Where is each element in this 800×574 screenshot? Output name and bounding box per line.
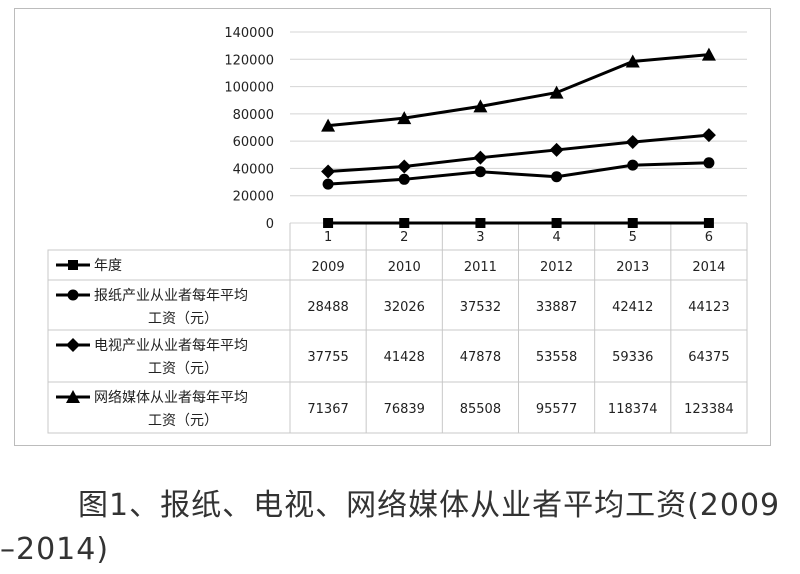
table-cell-value: 37532 [460,300,501,315]
series-name-line: 工资（元） [148,311,218,327]
y-tick-label: 40000 [233,162,274,177]
series-name-line: 报纸产业从业者每年平均 [94,288,248,304]
y-tick-label: 120000 [224,53,274,68]
table-cell-value: 28488 [307,300,348,315]
data-point [701,47,716,61]
table-cell-value: 71367 [307,402,348,417]
x-tick-label: 1 [324,230,332,245]
legend-marker [67,289,79,301]
table-cell-value: 42412 [612,300,653,315]
table-cell-value: 123384 [684,402,734,417]
data-point [549,85,564,99]
data-point [323,218,334,228]
table-cell-value: 95577 [536,402,577,417]
y-tick-label: 140000 [224,26,274,41]
y-tick-label: 0 [266,217,274,232]
x-tick-label: 6 [705,230,713,245]
table-cell-value: 2014 [692,260,725,275]
data-point [321,164,336,179]
table-cell-value: 32026 [384,300,425,315]
data-point [397,159,412,174]
data-point [398,173,410,185]
data-point [474,166,486,178]
table-cell-value: 64375 [688,350,729,365]
series-name-line: 电视产业从业者每年平均 [94,338,248,354]
table-cell-value: 44123 [688,300,729,315]
table-cell-value: 33887 [536,300,577,315]
data-point [397,111,412,125]
y-tick-label: 80000 [233,108,274,123]
data-point [473,150,488,165]
chart-frame [14,8,771,446]
data-point [473,99,488,113]
table-cell-value: 76839 [384,402,425,417]
data-point [625,54,640,68]
data-point [551,171,563,183]
series-name-line: 网络媒体从业者每年平均 [94,390,248,406]
y-tick-label: 60000 [233,135,274,150]
table-cell-value: 2011 [464,260,497,275]
data-point [322,178,334,190]
x-tick-label: 2 [400,230,408,245]
data-point [627,218,638,228]
x-tick-label: 4 [552,230,560,245]
data-point [321,118,336,132]
data-point [703,157,715,169]
table-cell-value: 118374 [608,402,658,417]
data-point [549,142,564,157]
y-tick-label: 20000 [233,190,274,205]
y-tick-label: 100000 [224,81,274,96]
table-cell-value: 2010 [388,260,421,275]
data-point [475,218,486,228]
table-cell-value: 2012 [540,260,573,275]
table-cell-value: 37755 [307,350,348,365]
table-cell-value: 85508 [460,402,501,417]
x-tick-label: 5 [629,230,637,245]
data-point [551,218,562,228]
series-name: 年度 [94,258,122,274]
data-point [625,135,640,150]
data-point [703,218,714,228]
table-cell-value: 47878 [460,350,501,365]
table-cell-value: 2009 [312,260,345,275]
data-point [399,218,410,228]
series-line [327,161,709,186]
legend-marker [68,260,78,270]
series-name-line: 工资（元） [148,413,218,429]
figure-caption-line1: 图1、报纸、电视、网络媒体从业者平均工资(2009 [78,488,781,523]
table-cell-value: 59336 [612,350,653,365]
table-cell-value: 2013 [616,260,649,275]
data-point [701,128,716,143]
legend-marker [66,390,80,403]
table-cell-value: 41428 [384,350,425,365]
series-line [327,53,710,128]
table-cell-value: 53558 [536,350,577,365]
series-name-line: 工资（元） [148,361,218,377]
figure-caption-line2: –2014) [0,532,110,567]
series-line [327,133,710,173]
data-point [627,159,639,171]
x-tick-label: 3 [476,230,484,245]
legend-marker [66,338,80,352]
